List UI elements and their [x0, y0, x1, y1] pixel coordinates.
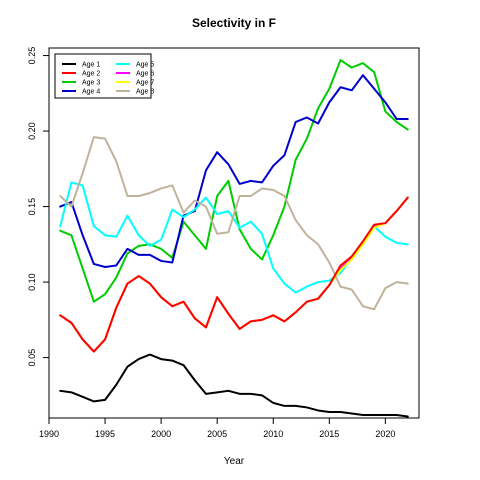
x-axis-label: Year: [224, 456, 245, 467]
x-tick-label: 2015: [319, 429, 339, 439]
y-tick-label: 0.10: [27, 273, 37, 291]
series-line-age-4: [59, 74, 409, 268]
series-line-age-1: [59, 353, 409, 418]
legend-label-age-8: Age 8: [136, 89, 154, 96]
legend-label-age-7: Age 7: [136, 80, 154, 87]
series-line-age-2: [59, 196, 409, 353]
y-tick-label: 0.05: [27, 349, 37, 367]
series-line-age-8: [59, 136, 409, 311]
legend-label-age-6: Age 6: [136, 71, 154, 78]
x-tick-label: 2010: [263, 429, 283, 439]
x-tick-label: 2000: [151, 429, 171, 439]
y-tick-label: 0.20: [27, 122, 37, 140]
x-tick-label: 2005: [207, 429, 227, 439]
y-tick-label: 0.15: [27, 198, 37, 216]
series-line-age-3: [59, 59, 409, 303]
x-axis: 1990 1995 2000 2005 2010 2015 2020: [39, 418, 395, 439]
y-axis: 0.05 0.10 0.15 0.20 0.25: [27, 47, 49, 367]
x-tick-label: 2020: [375, 429, 395, 439]
x-tick-label: 1995: [95, 429, 115, 439]
series-line-age-5: [59, 181, 409, 294]
legend-label-age-5: Age 5: [136, 62, 154, 69]
chart-title: Selectivity in F: [192, 16, 276, 30]
plot-frame: [48, 47, 420, 419]
series-layer: [59, 59, 409, 418]
x-tick-label: 1990: [39, 429, 59, 439]
legend-label-age-4: Age 4: [82, 89, 100, 96]
legend: Age 1 Age 2 Age 3 Age 4 Age 5 Age 6 Age 7 Age 8: [54, 53, 154, 99]
y-tick-label: 0.25: [27, 47, 37, 65]
legend-label-age-3: Age 3: [82, 80, 100, 87]
legend-label-age-2: Age 2: [82, 71, 100, 78]
legend-label-age-1: Age 1: [82, 62, 100, 69]
